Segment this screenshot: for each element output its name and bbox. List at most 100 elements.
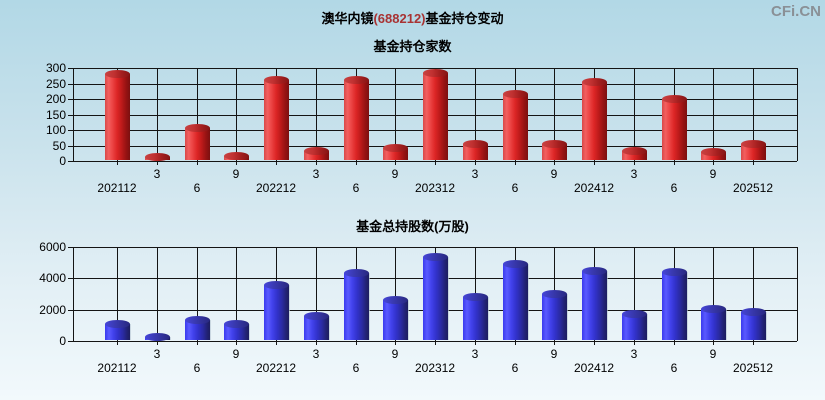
x-axis-label: 3 bbox=[153, 167, 161, 181]
bar-6 bbox=[185, 124, 210, 160]
bar-202212 bbox=[264, 76, 289, 160]
bar-3 bbox=[463, 140, 488, 160]
x-axis-label: 9 bbox=[391, 167, 399, 181]
y-axis-label: 6000 bbox=[39, 240, 66, 254]
x-axis-tick bbox=[515, 341, 516, 345]
y-axis-label: 2000 bbox=[39, 303, 66, 317]
x-axis-label: 202312 bbox=[414, 181, 456, 195]
x-axis-label: 202412 bbox=[573, 181, 615, 195]
bar-6 bbox=[503, 260, 528, 340]
x-axis-label: 202312 bbox=[414, 361, 456, 375]
bar-3 bbox=[622, 147, 647, 160]
gridline-vertical bbox=[634, 68, 635, 161]
x-axis-label: 202112 bbox=[97, 181, 137, 195]
x-axis-tick bbox=[276, 341, 277, 345]
bar-6 bbox=[662, 95, 687, 160]
x-axis-tick bbox=[594, 161, 595, 165]
x-axis-label: 9 bbox=[391, 347, 399, 361]
x-axis-tick bbox=[157, 341, 158, 345]
y-axis-tick bbox=[68, 161, 73, 162]
x-axis-label: 6 bbox=[670, 361, 678, 375]
gridline-vertical bbox=[236, 247, 237, 341]
plot-right-border bbox=[797, 68, 798, 161]
bar-6 bbox=[344, 76, 369, 160]
bar-202312 bbox=[423, 69, 448, 160]
x-axis-label: 202512 bbox=[732, 361, 774, 375]
y-axis-label: 50 bbox=[52, 139, 66, 153]
x-axis-label: 9 bbox=[709, 347, 717, 361]
bar-9 bbox=[701, 305, 726, 340]
axis-left-border bbox=[73, 247, 74, 341]
bar-3 bbox=[304, 312, 329, 340]
bar-9 bbox=[542, 290, 567, 340]
y-axis-label: 0 bbox=[59, 334, 66, 348]
x-axis-tick bbox=[197, 161, 198, 165]
bar-6 bbox=[662, 268, 687, 340]
bar-202412 bbox=[582, 78, 607, 160]
x-axis-label: 6 bbox=[193, 361, 201, 375]
x-axis-label: 202212 bbox=[255, 361, 297, 375]
bar-202412 bbox=[582, 267, 607, 340]
y-axis-tick bbox=[68, 341, 73, 342]
y-axis-tick bbox=[68, 247, 73, 248]
x-axis-tick bbox=[157, 161, 158, 165]
gridline-vertical bbox=[634, 247, 635, 341]
x-axis-label: 3 bbox=[630, 347, 638, 361]
gridline-horizontal bbox=[73, 161, 797, 162]
bar-9 bbox=[224, 320, 249, 340]
x-axis-label: 202212 bbox=[255, 181, 297, 195]
x-axis-tick bbox=[117, 161, 118, 165]
gridline-vertical bbox=[475, 68, 476, 161]
gridline-vertical bbox=[157, 68, 158, 161]
x-axis-tick bbox=[435, 341, 436, 345]
bar-9 bbox=[224, 152, 249, 160]
x-axis-tick bbox=[475, 341, 476, 345]
x-axis-tick bbox=[356, 161, 357, 165]
gridline-horizontal bbox=[73, 341, 797, 342]
x-axis-label: 3 bbox=[630, 167, 638, 181]
y-axis-tick bbox=[68, 99, 73, 100]
x-axis-label: 9 bbox=[232, 347, 240, 361]
x-axis-tick bbox=[554, 161, 555, 165]
x-axis-label: 9 bbox=[709, 167, 717, 181]
bar-202212 bbox=[264, 281, 289, 340]
y-axis-label: 300 bbox=[45, 61, 66, 75]
bar-9 bbox=[383, 144, 408, 160]
x-axis-tick bbox=[515, 161, 516, 165]
gridline-vertical bbox=[395, 247, 396, 341]
x-axis-tick bbox=[753, 341, 754, 345]
gridline-vertical bbox=[753, 68, 754, 161]
bar-6 bbox=[344, 269, 369, 340]
y-axis-tick bbox=[68, 68, 73, 69]
gridline-vertical bbox=[117, 247, 118, 341]
bar-3 bbox=[463, 293, 488, 340]
x-axis-tick bbox=[554, 341, 555, 345]
x-axis-tick bbox=[713, 161, 714, 165]
gridline-vertical bbox=[713, 68, 714, 161]
fund-shares-chart-plot: 0 2000 4000 6000 202112 3 6 9 202212 3 6 9 202312 3 6 9… bbox=[39, 240, 798, 375]
x-axis-label: 9 bbox=[232, 167, 240, 181]
gridline-vertical bbox=[197, 68, 198, 161]
x-axis-tick bbox=[594, 341, 595, 345]
x-axis-tick bbox=[316, 341, 317, 345]
x-axis-label: 6 bbox=[670, 181, 678, 195]
gridline-vertical bbox=[316, 247, 317, 341]
x-axis-label: 6 bbox=[511, 361, 519, 375]
bar-202512 bbox=[741, 308, 766, 340]
x-axis-label: 202412 bbox=[573, 361, 615, 375]
x-axis-tick bbox=[395, 161, 396, 165]
bar-9 bbox=[542, 140, 567, 160]
gridline-vertical bbox=[395, 68, 396, 161]
bar-9 bbox=[383, 296, 408, 340]
fund-count-chart-plot: 0 50 100 150 200 250 300 202112 3 6 9 202212 3 6 9 2023… bbox=[46, 61, 798, 195]
x-axis-label: 3 bbox=[312, 167, 320, 181]
gridline-vertical bbox=[753, 247, 754, 341]
y-axis-label: 100 bbox=[45, 123, 66, 137]
x-axis-label: 202512 bbox=[732, 181, 774, 195]
bar-202512 bbox=[741, 140, 766, 160]
fund-count-chart-title: 基金持仓家数 bbox=[373, 39, 452, 54]
x-axis-tick bbox=[276, 161, 277, 165]
plot-right-border bbox=[797, 247, 798, 341]
gridline-vertical bbox=[554, 68, 555, 161]
